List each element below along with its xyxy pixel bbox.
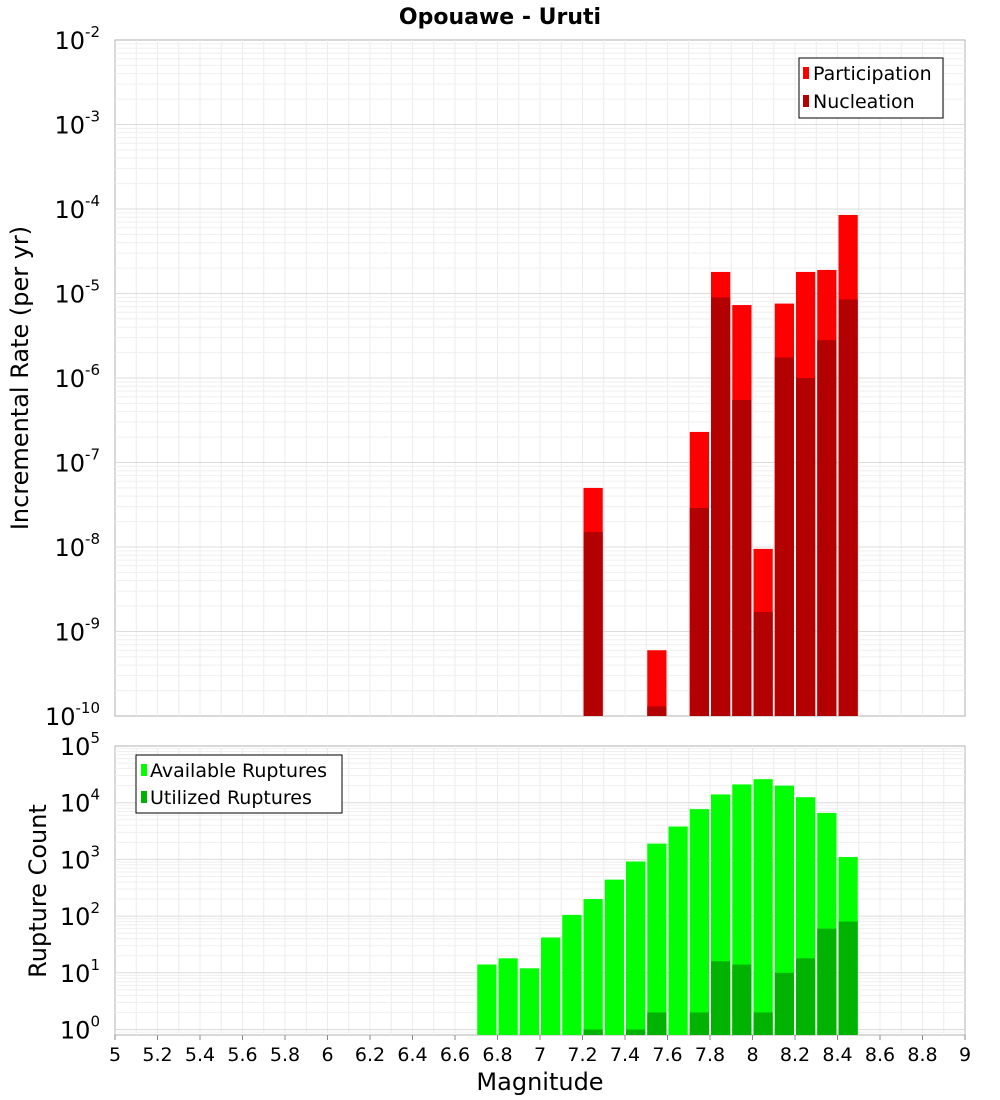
x-tick-labels: 5 5.2 5.4 5.6 5.8 6 6.2 6.4 6.6 6.8 7 7.2 7.4 7.6 7.8 8… bbox=[109, 1035, 971, 1066]
top-y-tick-labels: 10-2 10-3 10-4 10-5 10-6 10-7 10-8 10-9 10-10 bbox=[45, 23, 100, 731]
x-tick-label: 5 bbox=[109, 1044, 121, 1066]
bottom-legend-box bbox=[135, 754, 343, 814]
bar-available-ruptures bbox=[477, 964, 497, 1035]
legend-swatch-utilized-ruptures bbox=[141, 791, 147, 803]
legend-swatch-nucleation bbox=[803, 95, 809, 107]
x-tick-label: 9 bbox=[959, 1044, 971, 1066]
y-tick-label: 10-8 bbox=[54, 530, 100, 562]
x-tick-label: 7.6 bbox=[652, 1044, 682, 1066]
x-tick-label: 6.4 bbox=[397, 1044, 427, 1066]
bar-available-ruptures bbox=[583, 899, 603, 1035]
y-tick-label: 103 bbox=[60, 842, 100, 874]
legend-swatch-available-ruptures bbox=[141, 764, 147, 776]
x-tick-label: 5.6 bbox=[227, 1044, 257, 1066]
x-tick-label: 5.4 bbox=[185, 1044, 215, 1066]
chart-title: Opouawe - Uruti bbox=[399, 5, 601, 30]
y-tick-label: 10-2 bbox=[54, 23, 100, 55]
y-tick-label: 104 bbox=[60, 786, 100, 818]
bar-utilized-ruptures bbox=[626, 1029, 646, 1035]
bar-nucleation bbox=[774, 357, 794, 716]
x-tick-label: 8 bbox=[746, 1044, 758, 1066]
y-tick-label: 10-5 bbox=[54, 277, 100, 309]
top-bars bbox=[583, 214, 858, 716]
bar-available-ruptures bbox=[562, 914, 582, 1035]
bottom-y-tick-labels: 105 104 103 102 101 100 bbox=[60, 729, 100, 1045]
bar-utilized-ruptures bbox=[732, 964, 752, 1035]
bar-utilized-ruptures bbox=[774, 972, 794, 1035]
y-tick-label: 101 bbox=[60, 956, 100, 988]
bar-utilized-ruptures bbox=[753, 1012, 773, 1035]
bar-nucleation bbox=[796, 378, 816, 716]
bottom-legend: Available Ruptures Utilized Ruptures bbox=[135, 754, 343, 814]
bar-nucleation bbox=[711, 297, 731, 716]
bar-available-ruptures bbox=[668, 826, 688, 1035]
x-tick-label: 6.6 bbox=[440, 1044, 470, 1066]
x-tick-label: 8.2 bbox=[780, 1044, 810, 1066]
bar-nucleation bbox=[817, 340, 837, 716]
x-tick-label: 8.8 bbox=[907, 1044, 937, 1066]
y-tick-label: 10-3 bbox=[54, 108, 100, 140]
y-tick-label: 100 bbox=[60, 1013, 100, 1045]
bottom-bars bbox=[477, 779, 858, 1035]
x-tick-label: 6.2 bbox=[355, 1044, 385, 1066]
y-tick-label: 10-10 bbox=[45, 699, 100, 731]
bar-available-ruptures bbox=[689, 809, 709, 1035]
x-tick-label: 7.2 bbox=[567, 1044, 597, 1066]
y-tick-label: 10-4 bbox=[54, 192, 100, 224]
legend-swatch-participation bbox=[803, 67, 809, 79]
bar-available-ruptures bbox=[498, 958, 518, 1035]
bottom-panel: 105 104 103 102 101 100 5 5.2 5.4 5.6 5.8 6 6.2 6.4 6… bbox=[24, 729, 971, 1096]
x-axis-label: Magnitude bbox=[476, 1068, 603, 1096]
y-tick-label: 105 bbox=[60, 729, 100, 761]
bar-utilized-ruptures bbox=[711, 961, 731, 1035]
top-legend: Participation Nucleation bbox=[798, 57, 944, 119]
x-tick-label: 7.4 bbox=[610, 1044, 640, 1066]
bar-nucleation bbox=[753, 612, 773, 716]
y-tick-label: 10-9 bbox=[54, 615, 100, 647]
bar-utilized-ruptures bbox=[838, 921, 858, 1035]
legend-label-nucleation: Nucleation bbox=[813, 91, 915, 113]
bar-available-ruptures bbox=[541, 937, 561, 1035]
bar-available-ruptures bbox=[774, 785, 794, 1035]
bar-available-ruptures bbox=[626, 861, 646, 1035]
y-tick-label: 10-7 bbox=[54, 446, 100, 478]
y-tick-label: 10-6 bbox=[54, 361, 100, 393]
bar-utilized-ruptures bbox=[796, 958, 816, 1035]
x-tick-label: 8.6 bbox=[865, 1044, 895, 1066]
bar-nucleation bbox=[583, 532, 603, 716]
bar-nucleation bbox=[838, 299, 858, 716]
y-tick-label: 102 bbox=[60, 899, 100, 931]
bar-nucleation bbox=[647, 706, 667, 716]
x-tick-label: 6.8 bbox=[482, 1044, 512, 1066]
bar-utilized-ruptures bbox=[689, 1012, 709, 1035]
bar-available-ruptures bbox=[604, 879, 624, 1035]
x-tick-label: 7 bbox=[534, 1044, 546, 1066]
x-tick-label: 8.4 bbox=[822, 1044, 852, 1066]
bottom-y-axis-label: Rupture Count bbox=[24, 804, 52, 978]
bar-nucleation bbox=[689, 507, 709, 716]
bar-participation bbox=[647, 650, 667, 716]
x-tick-label: 7.8 bbox=[695, 1044, 725, 1066]
top-y-axis-label: Incremental Rate (per yr) bbox=[6, 226, 34, 530]
x-tick-label: 5.8 bbox=[270, 1044, 300, 1066]
x-tick-label: 5.2 bbox=[142, 1044, 172, 1066]
legend-label-utilized-ruptures: Utilized Ruptures bbox=[150, 787, 312, 809]
legend-label-available-ruptures: Available Ruptures bbox=[150, 760, 327, 782]
top-legend-box bbox=[798, 57, 944, 119]
bar-available-ruptures bbox=[753, 779, 773, 1035]
legend-label-participation: Participation bbox=[813, 63, 932, 85]
top-panel: 10-2 10-3 10-4 10-5 10-6 10-7 10-8 10-9 10-10 In… bbox=[6, 23, 966, 731]
bar-nucleation bbox=[732, 399, 752, 716]
bar-utilized-ruptures bbox=[817, 928, 837, 1035]
bar-utilized-ruptures bbox=[647, 1012, 667, 1035]
bar-available-ruptures bbox=[647, 843, 667, 1035]
bar-utilized-ruptures bbox=[583, 1029, 603, 1035]
top-gridlines bbox=[115, 40, 965, 716]
x-tick-label: 6 bbox=[321, 1044, 333, 1066]
bar-available-ruptures bbox=[519, 968, 539, 1035]
